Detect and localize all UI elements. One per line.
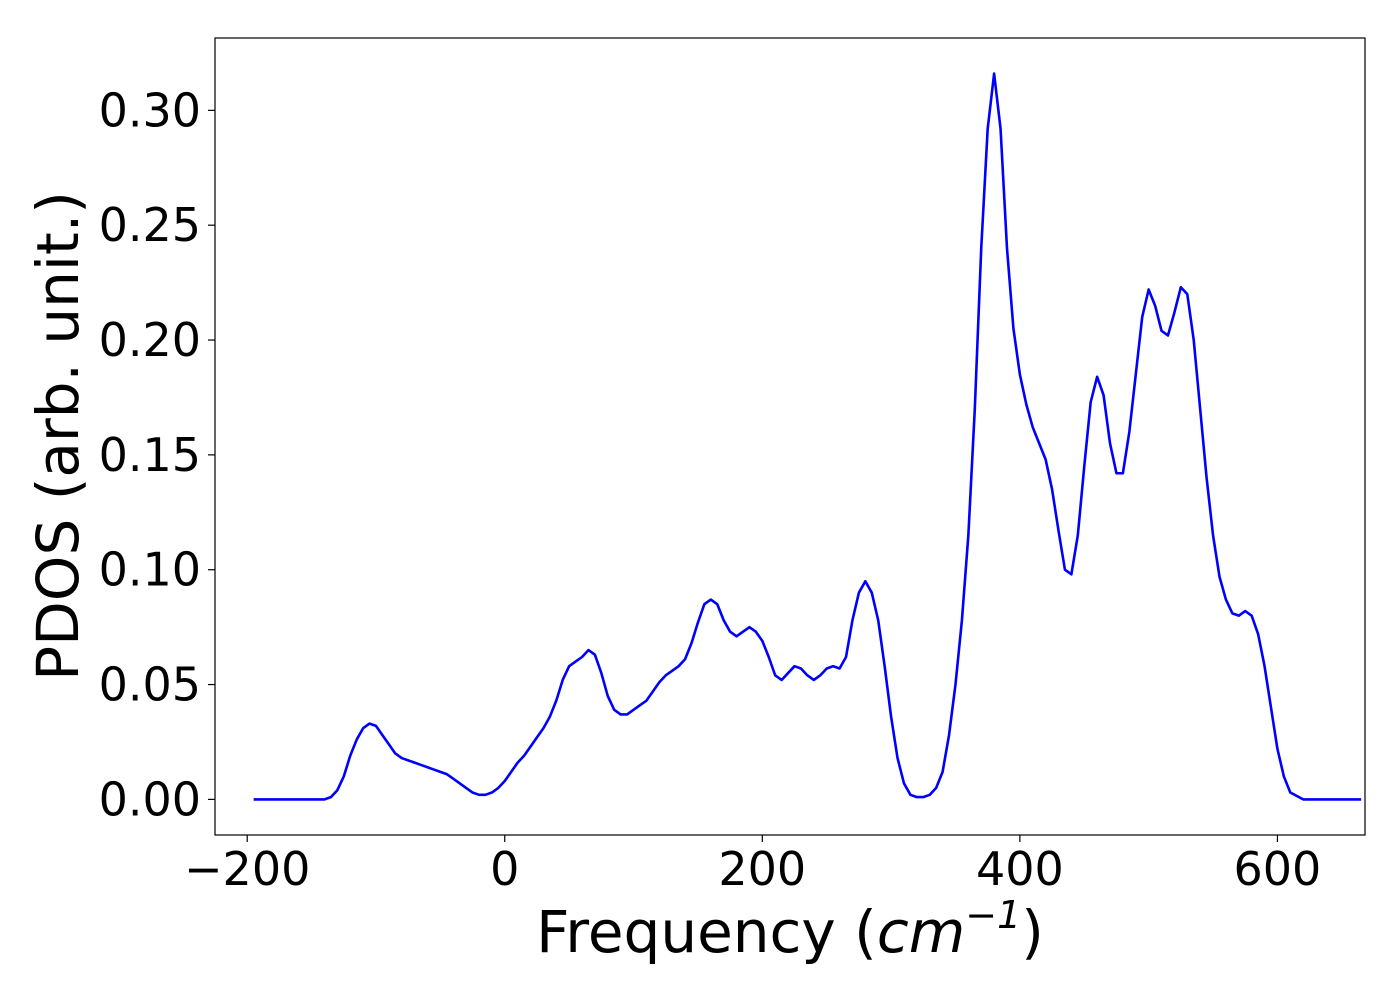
x-axis-label: Frequency (cm−1) <box>536 893 1044 966</box>
y-tick-label: 0.20 <box>99 313 201 367</box>
y-tick-label: 0.15 <box>99 428 201 482</box>
y-tick-label: 0.10 <box>99 543 201 597</box>
y-tick-label: 0.30 <box>99 83 201 137</box>
x-tick-label: 0 <box>490 842 519 896</box>
x-axis-label-unit: cm <box>877 898 965 966</box>
y-tick-label: 0.25 <box>99 198 201 252</box>
series-line-0 <box>253 72 1362 801</box>
x-tick-label: −200 <box>184 842 310 896</box>
y-tick-label: 0.05 <box>99 658 201 712</box>
x-axis-label-exponent: −1 <box>965 893 1021 937</box>
x-tick-label: 400 <box>976 842 1064 896</box>
y-axis-label: PDOS (arb. unit.) <box>24 191 92 681</box>
x-tick-label: 600 <box>1234 842 1322 896</box>
plot-frame <box>214 37 1366 836</box>
y-tick-label: 0.00 <box>99 772 201 826</box>
y-axis-ticks: 0.00 0.05 0.10 0.15 0.20 0.25 0.30 <box>99 83 215 826</box>
x-axis-ticks: −200 0 200 400 600 <box>184 835 1321 896</box>
plot-area <box>253 72 1362 801</box>
x-tick-label: 200 <box>718 842 806 896</box>
